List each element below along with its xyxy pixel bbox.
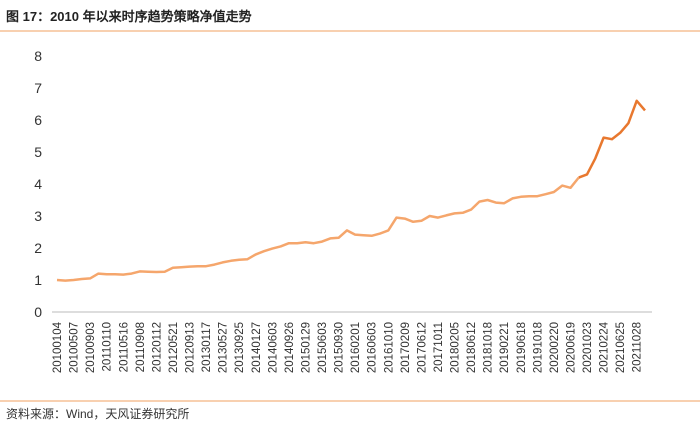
- x-tick-label: 20130925: [234, 322, 246, 373]
- x-tick-label: 20190221: [499, 322, 511, 373]
- x-tick-label: 20100104: [52, 321, 64, 373]
- x-tick-label: 20150129: [300, 322, 312, 373]
- x-tick-label: 20201023: [582, 322, 594, 373]
- x-tick-label: 20140127: [251, 322, 263, 373]
- x-tick-label: 20171011: [433, 322, 445, 372]
- x-tick-label: 20161010: [383, 322, 395, 373]
- y-tick-label: 4: [34, 176, 42, 192]
- chart-title: 图 17：2010 年以来时序趋势策略净值走势: [6, 9, 252, 24]
- x-tick-label: 20200220: [549, 322, 561, 373]
- x-tick-label: 20170209: [400, 322, 412, 373]
- x-tick-label: 20150930: [334, 322, 346, 373]
- y-tick-label: 2: [34, 240, 42, 256]
- x-tick-label: 20170612: [416, 322, 428, 373]
- x-tick-label: 20140926: [284, 322, 296, 373]
- x-tick-label: 20110110: [102, 322, 114, 371]
- x-tick-label: 20180612: [466, 322, 478, 373]
- x-tick-label: 20120112: [151, 322, 163, 372]
- y-tick-label: 8: [34, 48, 42, 64]
- x-tick-label: 20181018: [483, 322, 495, 373]
- x-tick-label: 20120913: [185, 322, 197, 373]
- series-line: [56, 176, 580, 282]
- x-tick-label: 20210625: [615, 322, 627, 373]
- x-tick-label: 20191018: [532, 322, 544, 373]
- y-tick-label: 7: [34, 80, 42, 96]
- y-tick-label: 5: [34, 144, 42, 160]
- y-tick-label: 6: [34, 112, 42, 128]
- series-line: [578, 99, 646, 179]
- x-tick-label: 20150603: [317, 322, 329, 373]
- x-tick-label: 20100903: [85, 322, 97, 373]
- x-tick-label: 20210224: [599, 321, 611, 373]
- x-tick-label: 20190618: [516, 322, 528, 373]
- x-tick-label: 20180205: [450, 322, 462, 373]
- x-tick-label: 20160201: [350, 322, 362, 373]
- x-tick-label: 20211028: [632, 322, 644, 372]
- x-tick-label: 20200619: [565, 322, 577, 373]
- x-tick-label: 20100507: [69, 322, 81, 373]
- x-tick-label: 20110516: [118, 322, 130, 372]
- y-tick-label: 1: [34, 272, 42, 288]
- x-tick-label: 20110908: [135, 322, 147, 372]
- source-note: 资料来源：Wind，天风证券研究所: [6, 406, 189, 421]
- x-tick-label: 20130527: [218, 322, 230, 373]
- y-tick-label: 0: [34, 304, 42, 320]
- x-tick-label: 20160603: [367, 322, 379, 373]
- y-tick-label: 3: [34, 208, 42, 224]
- x-tick-label: 20120521: [168, 322, 180, 373]
- x-tick-label: 20140603: [267, 322, 279, 373]
- x-tick-label: 20130117: [201, 322, 213, 372]
